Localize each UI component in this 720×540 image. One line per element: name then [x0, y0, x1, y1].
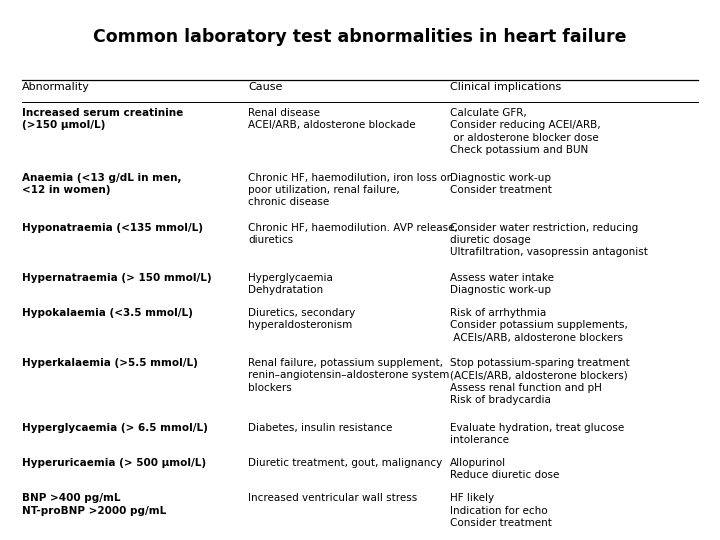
Text: Clinical implications: Clinical implications	[450, 82, 562, 92]
Text: Hypernatraemia (> 150 mmol/L): Hypernatraemia (> 150 mmol/L)	[22, 273, 211, 282]
Text: BNP >400 pg/mL
NT-proBNP >2000 pg/mL: BNP >400 pg/mL NT-proBNP >2000 pg/mL	[22, 494, 166, 516]
Text: Hyperuricaemia (> 500 µmol/L): Hyperuricaemia (> 500 µmol/L)	[22, 458, 206, 468]
Text: Hyperglycaemia (> 6.5 mmol/L): Hyperglycaemia (> 6.5 mmol/L)	[22, 423, 207, 433]
Text: Hypokalaemia (<3.5 mmol/L): Hypokalaemia (<3.5 mmol/L)	[22, 308, 192, 318]
Text: Hyponatraemia (<135 mmol/L): Hyponatraemia (<135 mmol/L)	[22, 222, 202, 233]
Text: Assess water intake
Diagnostic work-up: Assess water intake Diagnostic work-up	[450, 273, 554, 295]
Text: Diuretics, secondary
hyperaldosteronism: Diuretics, secondary hyperaldosteronism	[248, 308, 356, 330]
Text: Common laboratory test abnormalities in heart failure: Common laboratory test abnormalities in …	[94, 28, 626, 46]
Text: Renal disease
ACEI/ARB, aldosterone blockade: Renal disease ACEI/ARB, aldosterone bloc…	[248, 108, 416, 130]
Text: Hyperglycaemia
Dehydratation: Hyperglycaemia Dehydratation	[248, 273, 333, 295]
Text: Diagnostic work-up
Consider treatment: Diagnostic work-up Consider treatment	[450, 173, 552, 195]
Text: Renal failure, potassium supplement,
renin–angiotensin–aldosterone system
blocke: Renal failure, potassium supplement, ren…	[248, 358, 450, 393]
Text: Stop potassium-sparing treatment
(ACEIs/ARB, aldosterone blockers)
Assess renal : Stop potassium-sparing treatment (ACEIs/…	[450, 358, 630, 405]
Text: Chronic HF, haemodilution. AVP release,
diuretics: Chronic HF, haemodilution. AVP release, …	[248, 222, 458, 245]
Text: Consider water restriction, reducing
diuretic dosage
Ultrafiltration, vasopressi: Consider water restriction, reducing diu…	[450, 222, 648, 258]
Text: Chronic HF, haemodilution, iron loss or
poor utilization, renal failure,
chronic: Chronic HF, haemodilution, iron loss or …	[248, 173, 451, 207]
Text: Risk of arrhythmia
Consider potassium supplements,
 ACEIs/ARB, aldosterone block: Risk of arrhythmia Consider potassium su…	[450, 308, 628, 343]
Text: Increased serum creatinine
(>150 µmol/L): Increased serum creatinine (>150 µmol/L)	[22, 108, 183, 130]
Text: HF likely
Indication for echo
Consider treatment: HF likely Indication for echo Consider t…	[450, 494, 552, 528]
Text: Allopurinol
Reduce diuretic dose: Allopurinol Reduce diuretic dose	[450, 458, 559, 481]
Text: Cause: Cause	[248, 82, 283, 92]
Text: Diabetes, insulin resistance: Diabetes, insulin resistance	[248, 423, 393, 433]
Text: Hyperkalaemia (>5.5 mmol/L): Hyperkalaemia (>5.5 mmol/L)	[22, 358, 197, 368]
Text: Anaemia (<13 g/dL in men,
<12 in women): Anaemia (<13 g/dL in men, <12 in women)	[22, 173, 181, 195]
Text: Increased ventricular wall stress: Increased ventricular wall stress	[248, 494, 418, 503]
Text: Calculate GFR,
Consider reducing ACEI/ARB,
 or aldosterone blocker dose
Check po: Calculate GFR, Consider reducing ACEI/AR…	[450, 108, 600, 155]
Text: Abnormality: Abnormality	[22, 82, 89, 92]
Text: Diuretic treatment, gout, malignancy: Diuretic treatment, gout, malignancy	[248, 458, 443, 468]
Text: Evaluate hydration, treat glucose
intolerance: Evaluate hydration, treat glucose intole…	[450, 423, 624, 445]
